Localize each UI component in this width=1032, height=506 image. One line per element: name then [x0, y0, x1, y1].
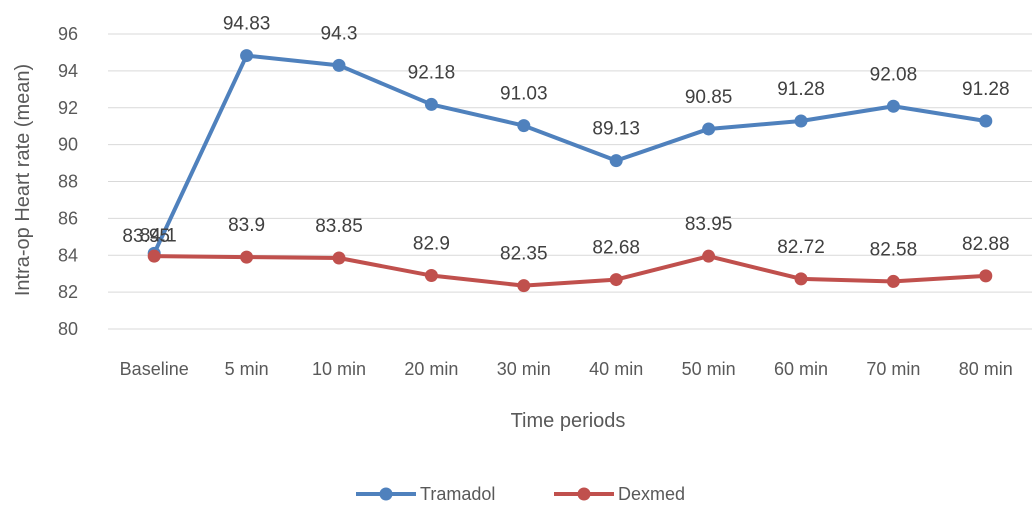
- data-label-dexmed: 82.72: [777, 237, 825, 258]
- y-tick-label: 84: [58, 245, 78, 265]
- data-label-dexmed: 83.9: [228, 215, 265, 236]
- x-tick-label: 30 min: [497, 359, 551, 379]
- data-point-dexmed: [517, 279, 531, 293]
- data-point-tramadol: [424, 97, 438, 111]
- data-point-tramadol: [794, 114, 808, 128]
- data-label-tramadol: 91.28: [777, 79, 825, 100]
- legend-label-tramadol: Tramadol: [420, 484, 495, 504]
- data-label-dexmed: 82.88: [962, 234, 1010, 255]
- data-label-dexmed: 83.85: [315, 216, 363, 237]
- data-point-dexmed: [424, 269, 438, 283]
- data-point-tramadol: [702, 122, 716, 136]
- data-point-dexmed: [702, 249, 716, 263]
- x-tick-label: 80 min: [959, 359, 1013, 379]
- x-tick-label: 40 min: [589, 359, 643, 379]
- y-tick-label: 80: [58, 319, 78, 339]
- x-tick-label: 20 min: [404, 359, 458, 379]
- data-point-dexmed: [332, 251, 346, 265]
- y-axis-ticks: 80 82 84 86 88 90 92 94 96: [58, 24, 78, 339]
- data-labels: 84.1 94.83 94.3 92.18 91.03 89.13 90.85 91.28 92…: [122, 14, 1009, 265]
- data-label-tramadol: 91.28: [962, 79, 1010, 100]
- series-line-tramadol: [152, 53, 988, 256]
- data-label-dexmed: 83.95: [122, 226, 170, 247]
- x-tick-label: 10 min: [312, 359, 366, 379]
- x-tick-label: 5 min: [225, 359, 269, 379]
- x-tick-label: Baseline: [120, 359, 189, 379]
- y-tick-label: 90: [58, 135, 78, 155]
- data-point-dexmed: [147, 249, 161, 263]
- data-point-tramadol: [979, 114, 993, 128]
- legend-marker-dexmed: [577, 487, 591, 501]
- data-point-dexmed: [794, 272, 808, 286]
- data-label-dexmed: 83.95: [685, 214, 733, 235]
- data-point-dexmed: [886, 274, 900, 288]
- data-label-tramadol: 91.03: [500, 84, 548, 105]
- x-tick-label: 50 min: [682, 359, 736, 379]
- data-label-tramadol: 84.1: [140, 225, 177, 246]
- x-axis-title: Time periods: [511, 410, 626, 432]
- x-axis-ticks: Baseline 5 min 10 min 20 min 30 min 40 min 50 …: [120, 359, 1013, 379]
- y-tick-label: 88: [58, 172, 78, 192]
- y-tick-label: 92: [58, 98, 78, 118]
- x-tick-label: 60 min: [774, 359, 828, 379]
- data-point-tramadol: [886, 99, 900, 113]
- y-tick-label: 86: [58, 208, 78, 228]
- data-point-tramadol: [517, 119, 531, 133]
- data-label-tramadol: 89.13: [592, 119, 640, 140]
- data-label-tramadol: 92.18: [408, 62, 456, 83]
- data-label-tramadol: 92.08: [870, 64, 918, 85]
- data-point-dexmed: [979, 269, 993, 283]
- data-point-dexmed: [609, 273, 623, 287]
- data-point-tramadol: [240, 49, 254, 63]
- y-axis-title: Intra-op Heart rate (mean): [12, 64, 34, 296]
- data-point-tramadol: [609, 154, 623, 168]
- series-line-dexmed: [152, 254, 988, 288]
- data-point-tramadol: [332, 58, 346, 72]
- y-tick-label: 96: [58, 24, 78, 44]
- legend: Tramadol Dexmed: [356, 484, 685, 504]
- data-label-dexmed: 82.35: [500, 244, 548, 265]
- data-point-dexmed: [240, 250, 254, 264]
- legend-label-dexmed: Dexmed: [618, 484, 685, 504]
- data-label-tramadol: 90.85: [685, 87, 733, 108]
- y-tick-label: 82: [58, 282, 78, 302]
- data-label-dexmed: 82.68: [592, 238, 640, 259]
- data-label-tramadol: 94.83: [223, 14, 271, 35]
- data-label-tramadol: 94.3: [321, 23, 358, 44]
- series-lines: [147, 49, 993, 293]
- legend-marker-tramadol: [379, 487, 393, 501]
- x-tick-label: 70 min: [866, 359, 920, 379]
- data-label-dexmed: 82.58: [870, 239, 918, 260]
- data-label-dexmed: 82.9: [413, 234, 450, 255]
- y-tick-label: 94: [58, 61, 78, 81]
